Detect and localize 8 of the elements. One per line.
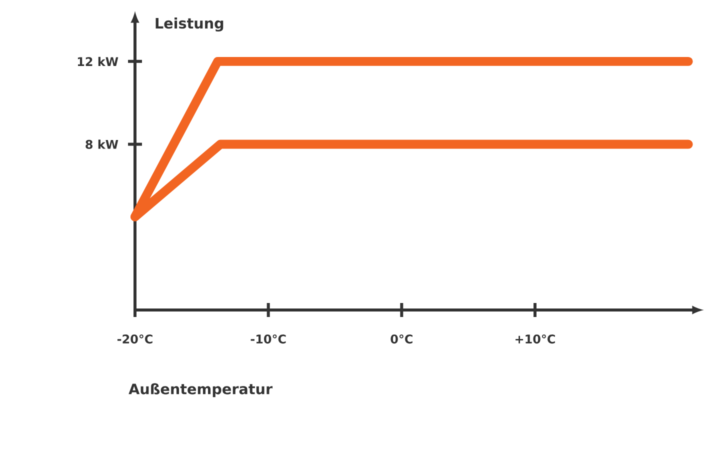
y-tick-label: 12 kW: [78, 56, 118, 66]
y-tick-label: 8 kW: [86, 140, 118, 149]
x-tick-label: +10°C: [516, 334, 555, 344]
x-tick-label: 0°C: [390, 334, 412, 344]
x-axis-title: Außentemperatur: [128, 383, 273, 398]
y-axis-title: Leistung: [156, 18, 224, 32]
x-tick-label: -20°C: [117, 334, 152, 344]
x-tick-label: -10°C: [250, 334, 286, 344]
